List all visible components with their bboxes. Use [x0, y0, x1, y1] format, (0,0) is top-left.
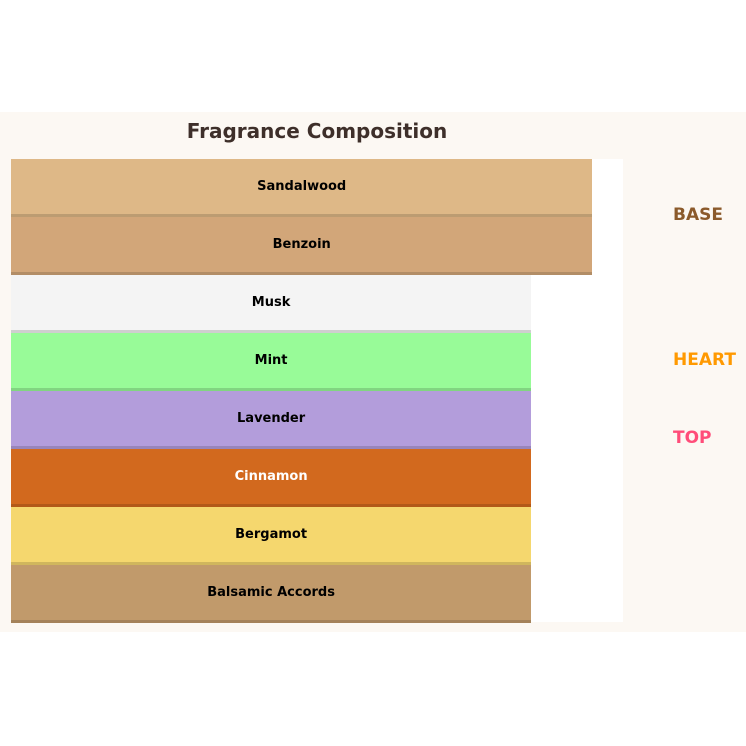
bar-layer-mint: Mint [11, 333, 532, 391]
bar-layer-balsamic-accords: Balsamic Accords [11, 565, 532, 623]
bar-label: Lavender [237, 411, 306, 426]
annotation-heart: HEART [673, 350, 736, 370]
bar-label: Cinnamon [234, 469, 308, 484]
bar-layer-musk: Musk [11, 275, 532, 333]
bar-layer-cinnamon: Cinnamon [11, 449, 532, 507]
chart-title: Fragrance Composition [186, 119, 448, 143]
bar-layer-bergamot: Bergamot [11, 507, 532, 565]
bar-label: Balsamic Accords [207, 585, 335, 600]
bar-label: Mint [254, 353, 288, 368]
annotation-top: TOP [673, 428, 712, 448]
bar-layer-lavender: Lavender [11, 391, 532, 449]
bar-label: Musk [251, 295, 291, 310]
bar-label: Benzoin [272, 237, 331, 252]
bar-layer-benzoin: Benzoin [11, 217, 593, 275]
bar-label: Bergamot [235, 527, 308, 542]
bar-label: Sandalwood [257, 179, 347, 194]
bar-layer-sandalwood: Sandalwood [11, 159, 593, 217]
annotation-base: BASE [673, 205, 723, 225]
plot-area: Sandalwood Benzoin Musk Mint Lavender Cinnamo… [11, 159, 623, 623]
